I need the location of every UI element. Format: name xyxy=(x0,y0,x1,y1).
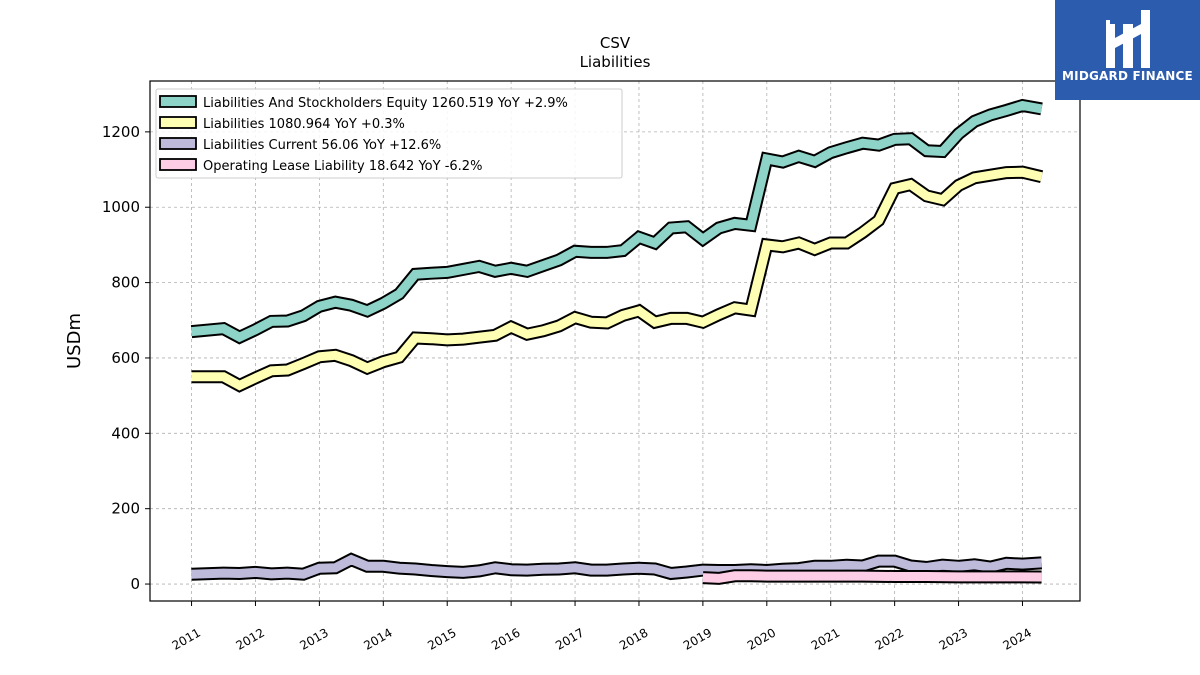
legend-swatch xyxy=(159,137,197,150)
legend: Liabilities And Stockholders Equity 1260… xyxy=(155,88,623,179)
y-tick-label: 200 xyxy=(111,500,140,518)
chart-title: CSV xyxy=(600,34,631,52)
legend-swatch xyxy=(159,158,197,171)
series-0 xyxy=(190,98,1043,345)
x-tick-label: 2017 xyxy=(553,625,586,652)
y-tick-label: 1000 xyxy=(102,198,140,216)
x-tick-label: 2024 xyxy=(1001,625,1034,652)
y-tick-label: 800 xyxy=(111,274,140,292)
series-line xyxy=(702,571,1042,583)
x-tick-label: 2012 xyxy=(234,625,267,652)
x-tick-label: 2018 xyxy=(617,625,650,652)
y-tick-label: 1200 xyxy=(102,123,140,141)
x-tick-label: 2016 xyxy=(489,625,522,652)
x-tick-label: 2011 xyxy=(170,625,203,652)
x-tick-label: 2019 xyxy=(681,625,714,652)
y-tick-label: 400 xyxy=(111,424,140,442)
legend-swatch xyxy=(159,116,197,129)
legend-swatch xyxy=(159,95,197,108)
y-axis-label: USDm xyxy=(64,313,85,369)
x-tick-label: 2020 xyxy=(745,625,778,652)
y-tick-label: 600 xyxy=(111,349,140,367)
chart-subtitle: Liabilities xyxy=(580,53,651,71)
legend-box xyxy=(155,88,623,179)
x-tick-label: 2021 xyxy=(809,625,842,652)
x-axis: 2011 2012 2013 2014 2015 2016 2017 2018 2019 2020… xyxy=(170,601,1034,653)
plot-frame xyxy=(149,80,1081,602)
brand-logo: MIDGARD FINANCE xyxy=(1055,0,1200,100)
legend-label: Liabilities 1080.964 YoY +0.3% xyxy=(203,117,405,132)
x-tick-label: 2023 xyxy=(937,625,970,652)
logo-mark-icon xyxy=(1106,10,1150,68)
series-layer xyxy=(190,98,1044,585)
x-tick-label: 2013 xyxy=(297,625,330,652)
logo-text: MIDGARD FINANCE xyxy=(1062,69,1193,83)
series-line xyxy=(191,554,1042,579)
y-tick-label: 0 xyxy=(130,575,140,593)
x-tick-label: 2015 xyxy=(425,625,458,652)
series-line xyxy=(191,100,1043,343)
x-tick-label: 2022 xyxy=(873,625,906,652)
y-axis: 0 200 400 600 800 1000 1200 xyxy=(102,123,150,593)
series-1 xyxy=(191,165,1044,393)
series-2 xyxy=(191,552,1043,581)
legend-label: Operating Lease Liability 18.642 YoY -6.… xyxy=(203,159,482,174)
series-line xyxy=(191,167,1043,391)
x-tick-label: 2014 xyxy=(361,625,394,652)
legend-label: Liabilities And Stockholders Equity 1260… xyxy=(203,96,568,111)
series-3 xyxy=(702,569,1042,585)
legend-label: Liabilities Current 56.06 YoY +12.6% xyxy=(203,138,441,153)
